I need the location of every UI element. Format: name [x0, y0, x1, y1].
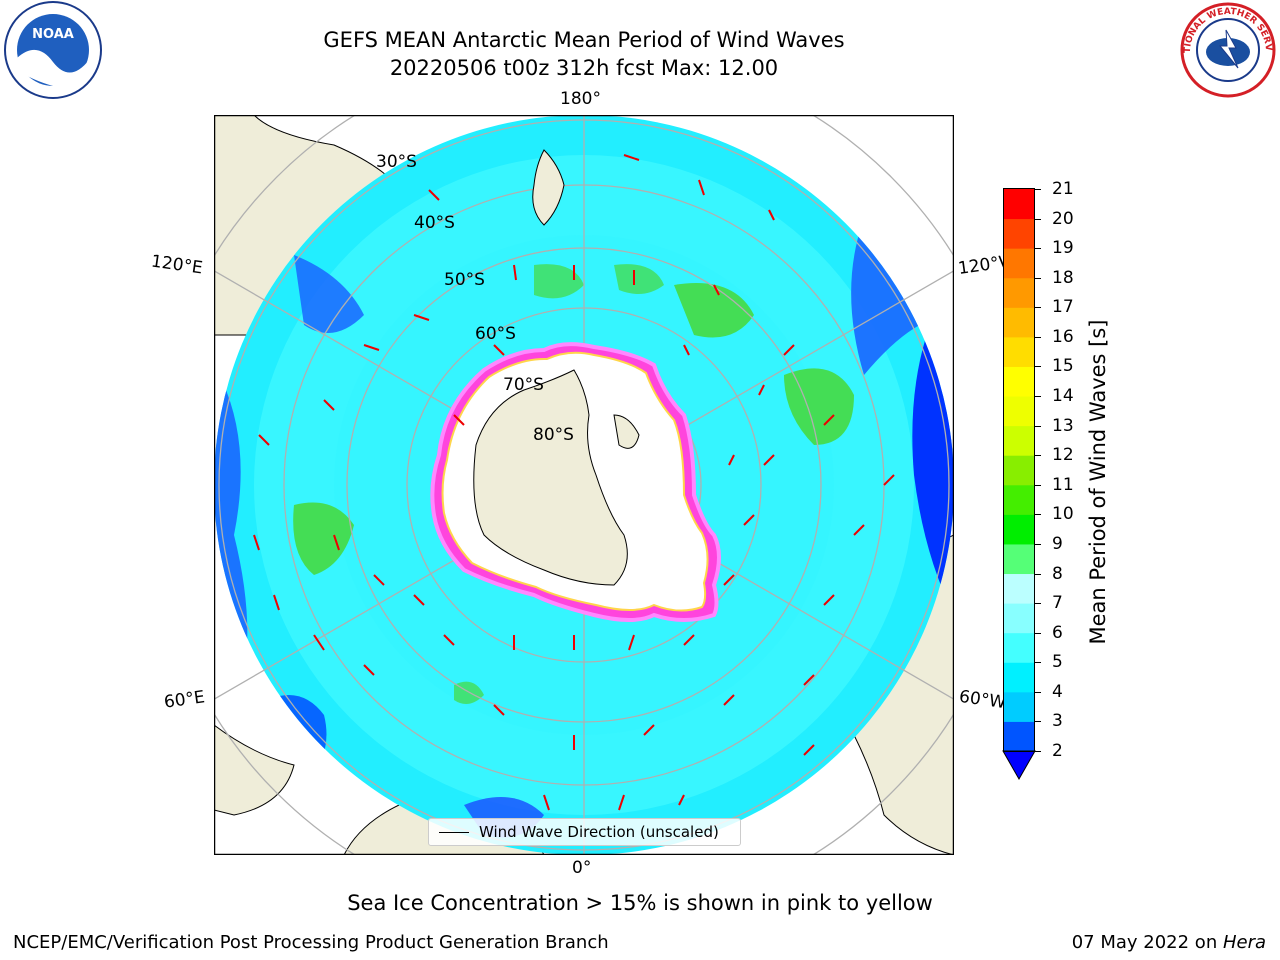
- new-zealand-landmass: [532, 149, 565, 226]
- colorbar-tick-mark: [1035, 307, 1041, 309]
- colorbar-label: Mean Period of Wind Waves [s]: [1086, 319, 1110, 645]
- colorbar-tick-mark: [1035, 455, 1041, 457]
- colorbar-band: [1004, 307, 1034, 338]
- colorbar-tick-label: 15: [1052, 356, 1074, 377]
- colorbar-band: [1004, 336, 1034, 367]
- noaa-logo-text: NOAA: [32, 27, 74, 42]
- colorbar-band: [1004, 721, 1034, 752]
- colorbar-tick-mark: [1035, 396, 1041, 398]
- colorbar-tick-mark: [1035, 484, 1041, 486]
- colorbar-tick-mark: [1035, 632, 1041, 634]
- map-frame: [214, 115, 954, 855]
- noaa-logo-icon: NOAA: [4, 1, 102, 99]
- colorbar-band: [1004, 603, 1034, 634]
- lat-label-30s: 30°S: [376, 152, 417, 172]
- colorbar-band: [1004, 543, 1034, 575]
- colorbar-tick-mark: [1035, 514, 1041, 516]
- colorbar-tick-label: 14: [1052, 386, 1074, 407]
- colorbar-tick-mark: [1035, 336, 1041, 338]
- graticule: [214, 115, 954, 855]
- colorbar-tick-label: 17: [1052, 297, 1074, 318]
- madagascar-landmass: [214, 724, 295, 816]
- title-line2: 20220506 t00z 312h fcst Max: 12.00: [389, 56, 779, 80]
- colorbar-tick-label: 12: [1052, 445, 1074, 466]
- footer-left: NCEP/EMC/Verification Post Processing Pr…: [13, 932, 609, 953]
- footer-date: 07 May 2022 on: [1071, 932, 1223, 953]
- colorbar-extend-triangle: [1002, 750, 1036, 781]
- colorbar-tick-label: 18: [1052, 267, 1074, 288]
- colorbar-band: [1004, 248, 1034, 279]
- colorbar-tick-mark: [1035, 751, 1041, 752]
- colorbar-band: [1004, 632, 1034, 663]
- colorbar-tick-mark: [1035, 366, 1041, 368]
- colorbar-tick-mark: [1035, 691, 1041, 693]
- nws-logo-icon: NATIONAL WEATHER SERVICE: [1176, 0, 1276, 98]
- lon-label-120e: 120°E: [149, 251, 204, 279]
- colorbar: [1002, 188, 1036, 781]
- colorbar-band: [1004, 662, 1034, 693]
- colorbar-tick-mark: [1035, 721, 1041, 723]
- colorbar-band: [1004, 573, 1034, 604]
- colorbar-band: [1004, 396, 1034, 427]
- colorbar-tick-label: 6: [1052, 622, 1063, 643]
- colorbar-tick-label: 7: [1052, 593, 1063, 614]
- colorbar-tick-label: 8: [1052, 563, 1063, 584]
- colorbar-band: [1004, 484, 1034, 515]
- colorbar-band: [1004, 455, 1034, 486]
- colorbar-tick-label: 19: [1052, 238, 1074, 259]
- sea-ice-note: Sea Ice Concentration > 15% is shown in …: [347, 891, 933, 915]
- legend-label: Wind Wave Direction (unscaled): [479, 823, 719, 841]
- title-line1: GEFS MEAN Antarctic Mean Period of Wind …: [323, 28, 845, 52]
- polar-map: [214, 115, 954, 855]
- lat-label-40s: 40°S: [414, 213, 455, 233]
- lat-label-80s: 80°S: [533, 425, 574, 445]
- colorbar-band: [1004, 514, 1034, 545]
- colorbar-tick-mark: [1035, 573, 1041, 575]
- colorbar-tick-label: 9: [1052, 533, 1063, 554]
- colorbar-tick-label: 11: [1052, 474, 1074, 495]
- colorbar-tick-mark: [1035, 603, 1041, 605]
- colorbar-band: [1004, 425, 1034, 456]
- footer-right: 07 May 2022 on Hera: [1072, 932, 1266, 954]
- legend-line-icon: [439, 832, 469, 833]
- colorbar-tick-label: 2: [1052, 741, 1063, 761]
- colorbar-band: [1004, 366, 1034, 397]
- colorbar-tick-mark: [1035, 189, 1041, 190]
- lon-label-180: 180°: [560, 89, 601, 109]
- antarctica-landmass: [473, 369, 628, 586]
- colorbar-band: [1004, 218, 1034, 249]
- lon-label-0: 0°: [572, 858, 592, 878]
- lat-label-50s: 50°S: [444, 270, 485, 290]
- colorbar-tick-label: 4: [1052, 681, 1063, 702]
- colorbar-tick-label: 21: [1052, 179, 1074, 199]
- colorbar-tick-label: 10: [1052, 504, 1074, 525]
- colorbar-tick-label: 3: [1052, 711, 1063, 732]
- colorbar-tick-mark: [1035, 543, 1041, 545]
- colorbar-band: [1004, 189, 1034, 220]
- lon-label-60e: 60°E: [162, 687, 207, 713]
- wind-arrows: [253, 154, 895, 811]
- colorbar-tick-label: 5: [1052, 652, 1063, 673]
- colorbar-tick-label: 13: [1052, 415, 1074, 436]
- colorbar-tick-mark: [1035, 218, 1041, 220]
- colorbar-tick-mark: [1035, 662, 1041, 664]
- colorbar-band: [1004, 277, 1034, 308]
- colorbar-tick-mark: [1035, 248, 1041, 250]
- colorbar-tick-label: 20: [1052, 208, 1074, 229]
- colorbar-tick-mark: [1035, 425, 1041, 427]
- lat-label-70s: 70°S: [503, 375, 544, 395]
- colorbar-tick-label: 16: [1052, 326, 1074, 347]
- colorbar-band: [1004, 691, 1034, 722]
- footer-host: Hera: [1222, 932, 1266, 953]
- colorbar-tick-mark: [1035, 277, 1041, 279]
- map-legend: Wind Wave Direction (unscaled): [428, 818, 741, 846]
- lat-label-60s: 60°S: [475, 324, 516, 344]
